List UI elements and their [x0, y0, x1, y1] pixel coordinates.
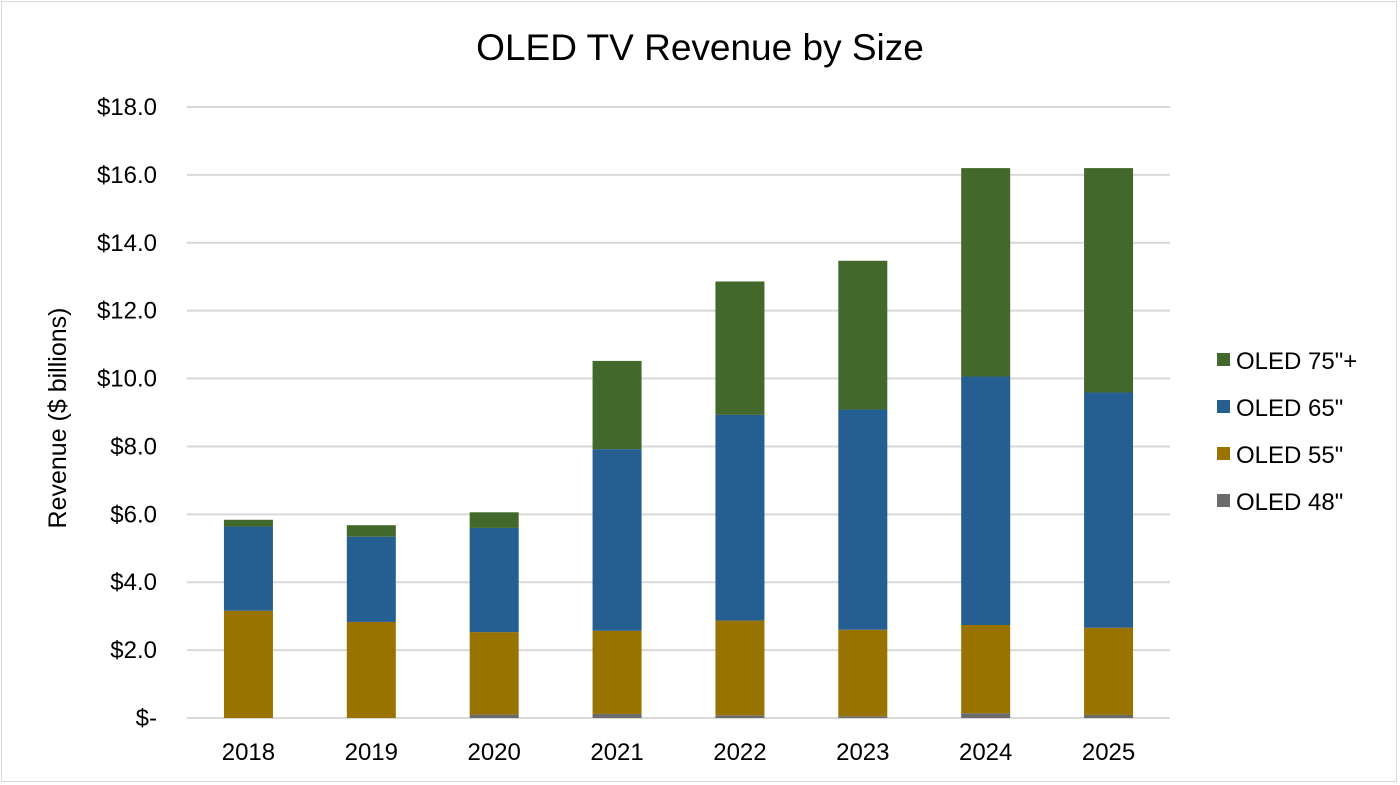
bar-segment-2025-2 — [1084, 392, 1134, 628]
bar-segment-2022-1 — [715, 620, 765, 716]
y-tick-label: $6.0 — [110, 501, 157, 528]
y-tick-label: $14.0 — [97, 230, 157, 257]
legend-swatch — [1217, 400, 1230, 413]
legend-swatch — [1217, 353, 1230, 366]
bar-segment-2018-1 — [223, 610, 273, 718]
bar-segment-2022-2 — [715, 414, 765, 621]
bar-segment-2025-0 — [1084, 714, 1134, 718]
bar-segment-2024-0 — [961, 713, 1011, 718]
x-tick-label: 2018 — [222, 739, 275, 766]
y-tick-label: $- — [136, 705, 157, 732]
y-tick-label: $8.0 — [110, 433, 157, 460]
bar-segment-2018-3 — [223, 519, 273, 527]
bar-segment-2023-3 — [838, 260, 888, 410]
y-tick-label: $12.0 — [97, 298, 157, 325]
bar-segment-2019-3 — [346, 525, 396, 537]
y-tick-label: $16.0 — [97, 162, 157, 189]
bar-segment-2021-3 — [592, 360, 642, 450]
x-tick-label: 2022 — [713, 739, 766, 766]
bar-segment-2019-2 — [346, 536, 396, 622]
bar-segment-2020-1 — [469, 632, 519, 715]
y-tick-label: $4.0 — [110, 569, 157, 596]
bar-segment-2025-1 — [1084, 627, 1134, 715]
legend-label: OLED 48" — [1236, 489, 1343, 516]
bar-segment-2020-0 — [469, 714, 519, 718]
x-axis-ticks: 2018 2019 2020 2021 2022 2023 2024 2025 — [222, 739, 1136, 766]
bar-segment-2024-1 — [961, 624, 1011, 714]
legend-label: OLED 75"+ — [1236, 348, 1357, 375]
bar-segment-2019-1 — [346, 621, 396, 718]
y-axis-ticks: $- $2.0 $4.0 $6.0 $8.0 $10.0 $12.0 $14.0 $16.0 $1… — [97, 94, 157, 732]
bar-segment-2025-3 — [1084, 168, 1134, 393]
bar-segment-2024-3 — [961, 168, 1011, 377]
y-tick-label: $10.0 — [97, 366, 157, 393]
bar-segment-2021-2 — [592, 449, 642, 631]
x-tick-label: 2023 — [836, 739, 889, 766]
bar-segment-2023-2 — [838, 409, 888, 630]
chart-title: OLED TV Revenue by Size — [476, 27, 924, 68]
bars — [223, 168, 1134, 718]
bar-segment-2020-3 — [469, 512, 519, 528]
bar-segment-2021-0 — [592, 713, 642, 718]
gridlines — [187, 106, 1170, 719]
bar-segment-2023-1 — [838, 629, 888, 717]
x-tick-label: 2021 — [590, 739, 643, 766]
y-tick-label: $18.0 — [97, 94, 157, 121]
y-axis-label: Revenue ($ billions) — [44, 308, 72, 529]
x-tick-label: 2025 — [1082, 739, 1135, 766]
x-tick-label: 2019 — [345, 739, 398, 766]
bar-segment-2023-0 — [838, 716, 888, 718]
legend-label: OLED 55" — [1236, 442, 1343, 469]
legend-swatch — [1217, 447, 1230, 460]
bar-segment-2018-2 — [223, 526, 273, 611]
bar-segment-2022-0 — [715, 715, 765, 718]
bar-segment-2020-2 — [469, 527, 519, 633]
bar-segment-2022-3 — [715, 281, 765, 415]
y-tick-label: $2.0 — [110, 637, 157, 664]
bar-segment-2021-1 — [592, 630, 642, 714]
legend-swatch — [1217, 494, 1230, 507]
x-tick-label: 2020 — [467, 739, 520, 766]
bar-segment-2024-2 — [961, 376, 1011, 625]
legend-label: OLED 65" — [1236, 395, 1343, 422]
x-tick-label: 2024 — [959, 739, 1012, 766]
legend: OLED 75"+ OLED 65" OLED 55" OLED 48" — [1217, 348, 1357, 516]
